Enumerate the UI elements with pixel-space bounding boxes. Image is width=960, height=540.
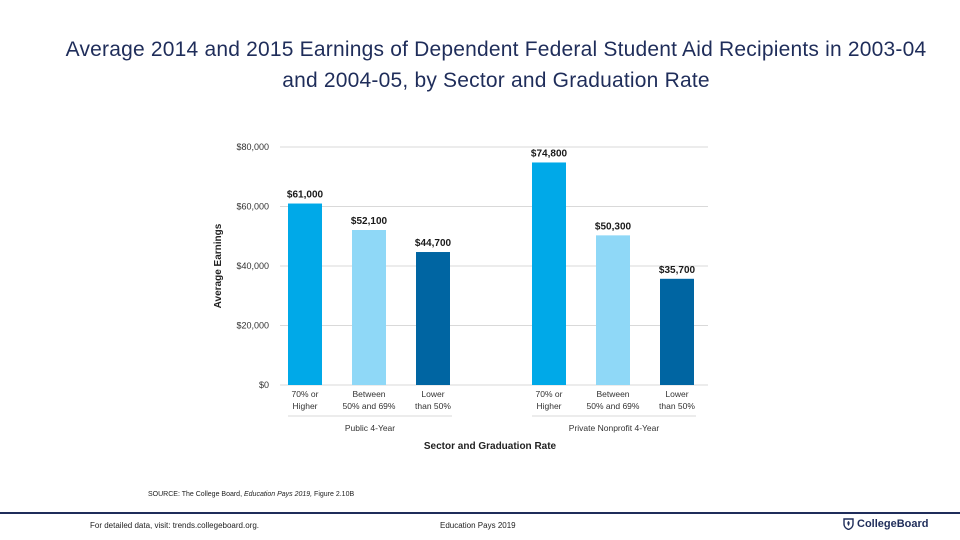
bar-value-label: $44,700 bbox=[415, 238, 452, 249]
group-label: Private Nonprofit 4-Year bbox=[569, 423, 660, 433]
bar bbox=[596, 235, 630, 385]
x-tick-label: 50% and 69% bbox=[343, 401, 396, 411]
source-note: SOURCE: The College Board, Education Pay… bbox=[148, 491, 354, 498]
chart-title: Average 2014 and 2015 Earnings of Depend… bbox=[65, 38, 927, 92]
bar-value-label: $35,700 bbox=[659, 265, 696, 276]
bar bbox=[288, 203, 322, 385]
bar-value-label: $74,800 bbox=[531, 148, 568, 159]
source-suffix: Figure 2.10B bbox=[314, 491, 355, 498]
bar bbox=[532, 162, 566, 385]
bar-value-label: $52,100 bbox=[351, 216, 388, 227]
x-tick-label: than 50% bbox=[415, 401, 451, 411]
y-tick-label: $20,000 bbox=[236, 321, 269, 331]
bar bbox=[352, 230, 386, 385]
x-axis-label: Sector and Graduation Rate bbox=[424, 441, 557, 452]
source-prefix: SOURCE: The College Board, bbox=[148, 491, 243, 498]
y-tick-label: $40,000 bbox=[236, 261, 269, 271]
y-axis-label: Average Earnings bbox=[213, 223, 224, 308]
x-tick-label: 50% and 69% bbox=[587, 401, 640, 411]
bar bbox=[660, 278, 694, 385]
source-publication: Education Pays 2019, bbox=[243, 491, 313, 498]
x-tick-label: than 50% bbox=[659, 401, 695, 411]
x-tick-label: Lower bbox=[421, 389, 444, 399]
bar-value-label: $50,300 bbox=[595, 221, 632, 232]
bar-value-label: $61,000 bbox=[287, 190, 324, 201]
footer-publication: Education Pays 2019 bbox=[440, 521, 516, 530]
y-tick-label: $0 bbox=[259, 380, 269, 390]
footer-rule bbox=[0, 512, 960, 514]
acorn-shield-icon bbox=[843, 518, 854, 530]
x-tick-label: 70% or bbox=[292, 389, 319, 399]
x-tick-label: Higher bbox=[292, 401, 317, 411]
y-tick-label: $80,000 bbox=[236, 142, 269, 152]
college-board-logo: CollegeBoard bbox=[843, 518, 929, 530]
x-tick-label: Between bbox=[596, 389, 629, 399]
x-tick-label: Lower bbox=[665, 389, 688, 399]
y-tick-label: $60,000 bbox=[236, 202, 269, 212]
x-tick-label: Higher bbox=[536, 401, 561, 411]
x-tick-label: Between bbox=[352, 389, 385, 399]
group-label: Public 4-Year bbox=[345, 423, 395, 433]
footer-detail-link-text: For detailed data, visit: trends.college… bbox=[90, 521, 259, 530]
x-tick-label: 70% or bbox=[536, 389, 563, 399]
bar bbox=[416, 252, 450, 385]
logo-text: CollegeBoard bbox=[857, 518, 929, 530]
